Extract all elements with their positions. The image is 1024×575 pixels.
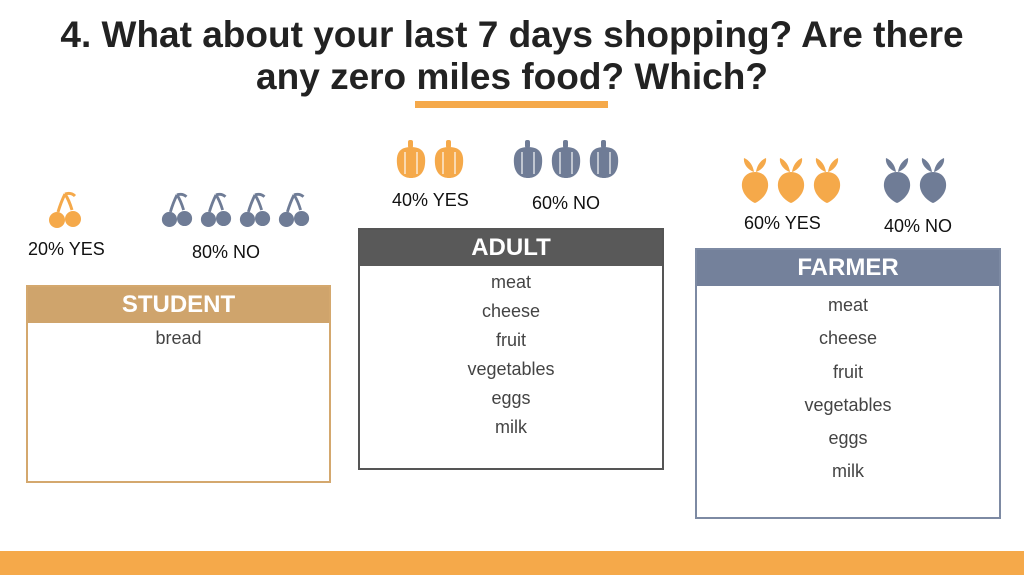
cherry-icon <box>200 192 232 227</box>
cherry-icon <box>239 192 271 227</box>
adult-items: meat cheese fruit vegetables eggs milk <box>360 266 662 442</box>
title-underline <box>415 101 608 108</box>
title-line-1: 4. What about your last 7 days shopping?… <box>60 14 964 55</box>
list-item: bread <box>155 328 202 348</box>
title-line-2: any zero miles food? Which? <box>256 56 768 97</box>
cherry-icon <box>278 192 310 227</box>
student-no-icons <box>160 190 311 230</box>
farmer-no-icons <box>880 156 950 204</box>
farmer-items: meat cheese fruit vegetables eggs milk <box>697 286 999 489</box>
cherry-icon <box>161 192 193 227</box>
adult-no-icons <box>511 138 621 180</box>
adult-no-label: 60% NO <box>532 193 601 213</box>
student-yes-icons <box>47 190 83 230</box>
list-item: milk <box>495 417 527 437</box>
list-item: meat <box>490 272 532 292</box>
radish-icon <box>741 158 769 203</box>
radish-icon <box>919 158 947 203</box>
radish-icon <box>813 158 841 203</box>
farmer-yes-label: 60% YES <box>744 213 821 233</box>
student-yes-label: 20% YES <box>28 239 105 259</box>
adult-card: ADULT meat cheese fruit vegetables eggs … <box>358 228 664 470</box>
radish-icon <box>883 158 911 203</box>
list-item: meat <box>827 295 869 315</box>
list-item: fruit <box>495 330 526 350</box>
farmer-no-label: 40% NO <box>884 216 953 236</box>
farmer-yes-icons <box>738 156 844 204</box>
cherry-icon <box>49 191 81 228</box>
student-items: bread <box>28 323 329 353</box>
pepper-icon <box>513 140 543 178</box>
pepper-icon <box>396 140 426 178</box>
list-item: vegetables <box>467 359 555 379</box>
farmer-card-header: FARMER <box>697 250 999 286</box>
student-card-header: STUDENT <box>28 287 329 323</box>
list-item: eggs <box>491 388 531 408</box>
farmer-card: FARMER meat cheese fruit vegetables eggs… <box>695 248 1001 519</box>
student-no-label: 80% NO <box>192 242 261 262</box>
student-card: STUDENT bread <box>26 285 331 483</box>
page-title: 4. What about your last 7 days shopping?… <box>0 14 1024 98</box>
adult-yes-icons <box>394 138 466 180</box>
list-item: milk <box>832 461 864 482</box>
adult-yes-label: 40% YES <box>392 190 469 210</box>
list-item: fruit <box>832 361 863 382</box>
pepper-icon <box>551 140 581 178</box>
pepper-icon <box>434 140 464 178</box>
adult-card-header: ADULT <box>360 230 662 266</box>
list-item: cheese <box>818 328 878 349</box>
footer-bar <box>0 551 1024 575</box>
list-item: cheese <box>481 301 541 321</box>
pepper-icon <box>589 140 619 178</box>
list-item: vegetables <box>804 394 892 415</box>
list-item: eggs <box>828 428 868 449</box>
radish-icon <box>777 158 805 203</box>
